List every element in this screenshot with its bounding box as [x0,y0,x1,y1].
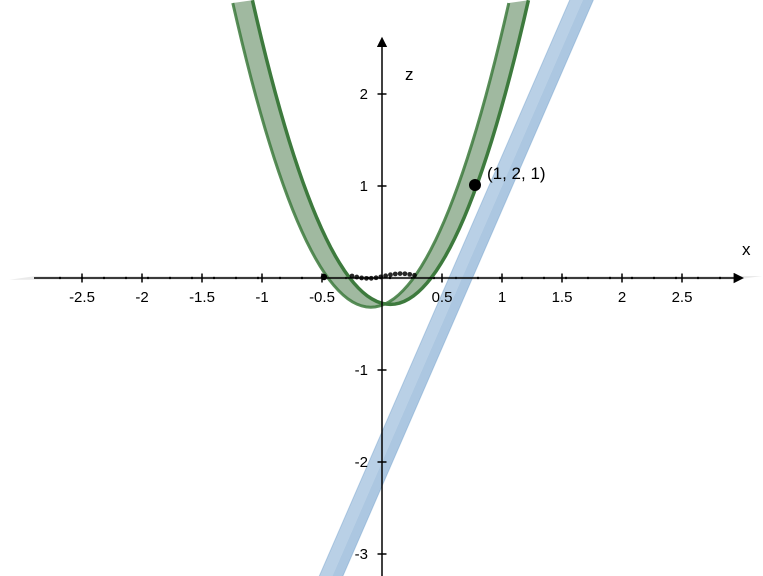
x-tick-label: -1 [255,289,268,306]
x-tick-label: -0.5 [309,289,335,306]
z-tick-label: -2 [355,454,368,471]
z-tick-label: -3 [355,546,368,563]
parabola-front-edge [252,0,528,304]
x-tick-label: 0.5 [432,289,453,306]
chart-3d: -2.5 -2 -1.5 -1 -0.5 0.5 1 1.5 2 2.5 x 2 1 -1 -2 -3 z (1,… [0,0,763,576]
marked-point [469,179,481,191]
origin-cluster-point [350,274,355,279]
x-tick-label: -1.5 [189,289,215,306]
point-label: (1, 2, 1) [487,164,546,183]
x-tick-label: 1 [498,289,506,306]
origin-cluster-point [364,276,369,281]
origin-cluster-point [412,273,417,278]
origin-cluster-point [407,272,412,277]
x-tick-label: -2.5 [69,289,95,306]
x-tick-label: 2 [618,289,626,306]
origin-cluster-point [374,275,379,280]
origin-cluster-point [321,274,327,280]
origin-cluster-point [369,276,374,281]
origin-cluster-point [378,274,383,279]
origin-cluster-point [402,271,407,276]
x-tick-label: 1.5 [552,289,573,306]
plot-svg: -2.5 -2 -1.5 -1 -0.5 0.5 1 1.5 2 2.5 x 2 1 -1 -2 -3 z (1,… [0,0,763,576]
z-tick-label: 2 [360,86,368,103]
origin-cluster-point [383,273,388,278]
parabola-surface [233,0,529,307]
origin-cluster-point [354,275,359,280]
origin-cluster-point [388,272,393,277]
x-axis-label: x [742,240,751,259]
x-tick-label: 2.5 [672,289,693,306]
z-tick-label: -1 [355,362,368,379]
origin-cluster-point [393,272,398,277]
x-tick-label: -2 [135,289,148,306]
origin-cluster-point [398,271,403,276]
z-tick-label: 1 [360,178,368,195]
origin-cluster-point [359,276,364,281]
z-axis-label: z [405,65,414,84]
